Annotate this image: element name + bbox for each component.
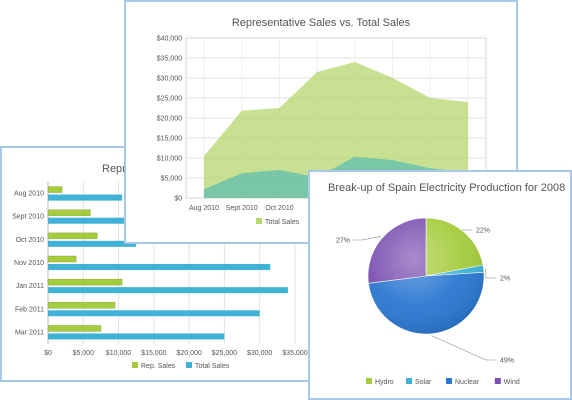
bar <box>47 209 91 216</box>
bar <box>48 194 123 201</box>
area-chart-title: Representative Sales vs. Total Sales <box>232 17 411 29</box>
bar <box>48 217 133 224</box>
y-tick-label: $10,000 <box>157 156 182 163</box>
bar <box>48 287 288 294</box>
y-tick-label: Mar 2011 <box>15 329 44 336</box>
y-tick-label: $20,000 <box>157 116 182 123</box>
y-tick-label: $35,000 <box>157 56 182 63</box>
x-tick-label: $5,000 <box>73 350 95 357</box>
pie-data-label: 49% <box>500 358 514 365</box>
y-tick-label: $15,000 <box>157 136 182 143</box>
y-tick-label: Nov 2010 <box>14 260 44 267</box>
legend-swatch <box>186 362 192 368</box>
bar <box>47 278 123 286</box>
y-tick-label: $25,000 <box>157 96 182 103</box>
legend-label: Hydro <box>375 379 394 386</box>
pie-leader-line <box>485 268 496 279</box>
legend-swatch <box>494 378 501 384</box>
y-tick-label: $5,000 <box>161 176 183 183</box>
bar <box>47 232 98 240</box>
pie-leader-line <box>352 236 382 241</box>
legend-label: Wind <box>504 379 520 386</box>
bar <box>48 240 137 247</box>
y-tick-label: Jan 2011 <box>16 283 44 290</box>
x-tick-label: $10,000 <box>106 350 131 357</box>
bar <box>48 333 225 340</box>
pie-chart: Break-up of Spain Electricity Production… <box>328 182 565 386</box>
x-tick-label: $35,000 <box>282 350 307 357</box>
legend-label: Total Sales <box>265 219 300 226</box>
pie-data-label: 22% <box>476 228 490 235</box>
pie-chart-panel: Break-up of Spain Electricity Production… <box>308 170 572 400</box>
y-tick-label: Sept 2010 <box>12 214 44 221</box>
legend-label: Nuclear <box>455 379 480 386</box>
y-tick-label: $0 <box>174 196 182 203</box>
pie-leader-line <box>431 335 496 361</box>
x-tick-label: $20,000 <box>176 350 201 357</box>
legend-swatch <box>132 362 138 368</box>
bar <box>47 302 116 309</box>
y-tick-label: Aug 2010 <box>14 191 44 198</box>
x-tick-label: $15,000 <box>141 350 166 357</box>
bar <box>47 325 102 332</box>
legend-label: Solar <box>415 379 432 386</box>
y-tick-label: Feb 2011 <box>15 306 44 313</box>
pie-chart-title: Break-up of Spain Electricity Production… <box>328 182 565 194</box>
pie-highlight <box>368 218 484 334</box>
bar <box>48 310 260 317</box>
x-tick-label: $25,000 <box>212 350 237 357</box>
y-tick-label: Oct 2010 <box>16 237 45 244</box>
pie-data-label: 27% <box>336 238 350 245</box>
x-tick-label: $0 <box>44 350 52 357</box>
x-tick-label: $30,000 <box>247 350 272 357</box>
legend-swatch <box>256 218 262 224</box>
pie-data-label: 2% <box>500 276 510 283</box>
x-tick-label: Sept 2010 <box>226 205 258 212</box>
bar <box>47 255 77 263</box>
y-tick-label: $40,000 <box>157 36 182 43</box>
legend-swatch <box>366 378 372 384</box>
bar <box>47 186 63 193</box>
bar <box>48 264 271 270</box>
x-tick-label: Oct 2010 <box>265 205 294 212</box>
legend-label: Rep. Sales <box>141 363 176 370</box>
legend-swatch <box>446 378 452 384</box>
x-tick-label: Aug 2010 <box>189 205 219 212</box>
legend-label: Total Sales <box>195 363 230 370</box>
legend-swatch <box>406 378 412 384</box>
y-tick-label: $30,000 <box>157 76 182 83</box>
